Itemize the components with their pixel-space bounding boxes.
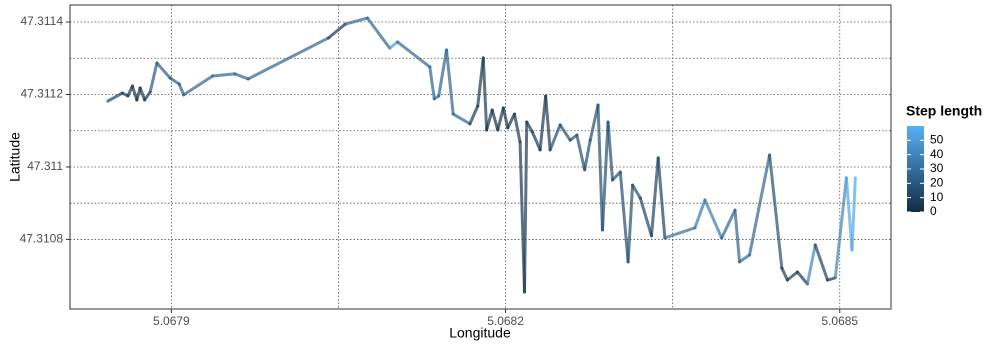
- track-segment: [733, 208, 741, 264]
- track-segment: [468, 104, 480, 126]
- track-segment: [512, 112, 522, 144]
- x-axis-title: Longitude: [449, 325, 511, 341]
- panel-border: [69, 4, 892, 310]
- y-tick-label: 47.3108: [20, 232, 64, 246]
- track-segment: [138, 86, 147, 102]
- track-segment: [451, 112, 472, 126]
- track-segment: [182, 74, 215, 97]
- track-segment: [396, 40, 432, 69]
- x-tick-label: 5.0679: [153, 314, 190, 328]
- track-segment: [496, 106, 505, 132]
- track-segment: [558, 123, 572, 142]
- track-segment: [596, 103, 604, 232]
- track-segment: [343, 16, 369, 26]
- track-segment: [720, 208, 737, 240]
- track-segment: [588, 103, 600, 142]
- track-segment: [548, 123, 562, 152]
- track-segment: [143, 90, 152, 102]
- track-segment: [606, 120, 615, 182]
- track-segment: [490, 108, 500, 132]
- legend-label: 10: [930, 190, 944, 204]
- track-segment: [326, 22, 347, 40]
- track-segment: [246, 36, 330, 81]
- legend-label: 40: [930, 147, 944, 161]
- track-segment: [737, 253, 752, 264]
- y-tick-label: 47.311: [27, 159, 63, 173]
- track-segment: [618, 170, 630, 264]
- track-segment: [233, 72, 250, 81]
- legend-title: Step length: [906, 103, 982, 119]
- track-segment: [649, 156, 660, 238]
- track-segment: [388, 40, 400, 50]
- track-segment: [437, 48, 449, 98]
- track-segment: [813, 243, 830, 282]
- x-tick-label: 5.0685: [821, 314, 858, 328]
- track-segment: [638, 196, 653, 238]
- track-segment: [703, 198, 724, 240]
- y-tick-label: 47.3112: [21, 87, 64, 101]
- track-segment: [106, 91, 124, 103]
- colorbar: [907, 126, 924, 212]
- track-segment: [600, 120, 610, 232]
- track-segment: [525, 120, 534, 134]
- track-segment: [795, 270, 809, 286]
- track-segment: [583, 138, 592, 172]
- track-segment: [748, 153, 772, 257]
- track-segment: [805, 243, 817, 286]
- y-axis-title: Latitude: [7, 132, 23, 182]
- track-segment: [575, 133, 587, 172]
- track-segment: [530, 130, 542, 152]
- x-tick-label: 5.0682: [487, 314, 524, 328]
- track-segment: [485, 108, 494, 132]
- track-segment: [785, 270, 799, 282]
- track-segment: [693, 198, 707, 230]
- track-segment: [833, 176, 848, 280]
- track-segment: [523, 120, 529, 294]
- legend-label: 50: [930, 133, 944, 147]
- legend-label: 30: [930, 161, 944, 175]
- track-segment: [365, 16, 392, 50]
- track-segment: [663, 226, 697, 240]
- track-segment: [780, 266, 789, 282]
- track-segment: [626, 183, 635, 264]
- track-segment: [506, 112, 516, 130]
- track-segment: [168, 76, 181, 86]
- track-segment: [445, 48, 455, 116]
- y-tick-label: 47.3114: [21, 14, 64, 28]
- track-segment: [177, 82, 186, 97]
- track-segment: [481, 56, 489, 132]
- track-segment: [428, 65, 436, 101]
- track-segment: [544, 94, 552, 152]
- track-segment: [148, 61, 159, 94]
- track-segment: [850, 176, 857, 252]
- track-segment: [631, 183, 642, 200]
- track-segment: [501, 106, 510, 130]
- legend-label: 20: [930, 176, 944, 190]
- track-segment: [211, 72, 237, 78]
- track-segment: [155, 61, 172, 80]
- track-segment: [656, 156, 667, 240]
- track-segment: [768, 153, 784, 270]
- track-segment: [538, 94, 548, 152]
- legend-label: 0: [930, 204, 937, 218]
